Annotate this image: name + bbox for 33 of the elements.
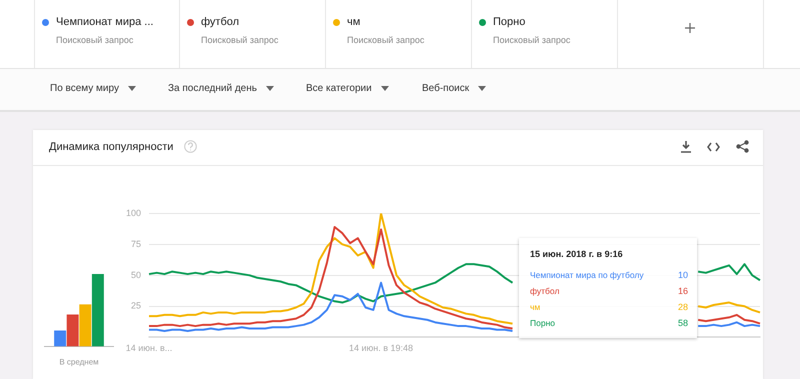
text: Чемпионат мира по футболу bbox=[530, 270, 644, 280]
y-tick-label: 75 bbox=[131, 238, 142, 249]
text: Поисковый запрос bbox=[347, 35, 426, 45]
annotation: 10 bbox=[678, 270, 688, 280]
text: По всему миру bbox=[50, 83, 120, 94]
text: За последний день bbox=[168, 83, 258, 94]
legend-label: Порно bbox=[493, 16, 526, 28]
x-tick-label: В среднем bbox=[59, 357, 99, 366]
text: Поисковый запрос bbox=[201, 35, 280, 45]
x-tick-label: 14 июн. в... bbox=[126, 343, 172, 354]
text: Порно bbox=[530, 318, 555, 328]
annotation: 15 июн. 2018 г. в 9:16 bbox=[530, 249, 623, 259]
annotation: 28 bbox=[678, 302, 688, 312]
x-tick-label: 14 июн. в 19:48 bbox=[348, 343, 414, 354]
text: Поисковый запрос bbox=[56, 35, 134, 45]
text: Веб-поиск bbox=[422, 83, 470, 94]
text: Все категории bbox=[306, 83, 373, 94]
bar bbox=[66, 314, 79, 346]
text: чм bbox=[530, 302, 540, 312]
bar bbox=[79, 304, 92, 346]
text: футбол bbox=[530, 286, 560, 296]
chart-title: Динамика популярности bbox=[49, 141, 174, 153]
legend-label: чм bbox=[347, 16, 360, 28]
bar bbox=[92, 274, 104, 346]
bar bbox=[54, 330, 66, 346]
legend-label: футбол bbox=[201, 16, 240, 28]
text: Поисковый запрос bbox=[493, 35, 572, 45]
y-tick-label: 100 bbox=[126, 208, 142, 218]
y-tick-label: 50 bbox=[131, 270, 142, 280]
annotation: 16 bbox=[678, 286, 688, 296]
y-tick-label: 25 bbox=[131, 300, 142, 311]
text: Чемпионат мира ... bbox=[56, 16, 154, 28]
annotation: 58 bbox=[678, 318, 688, 328]
